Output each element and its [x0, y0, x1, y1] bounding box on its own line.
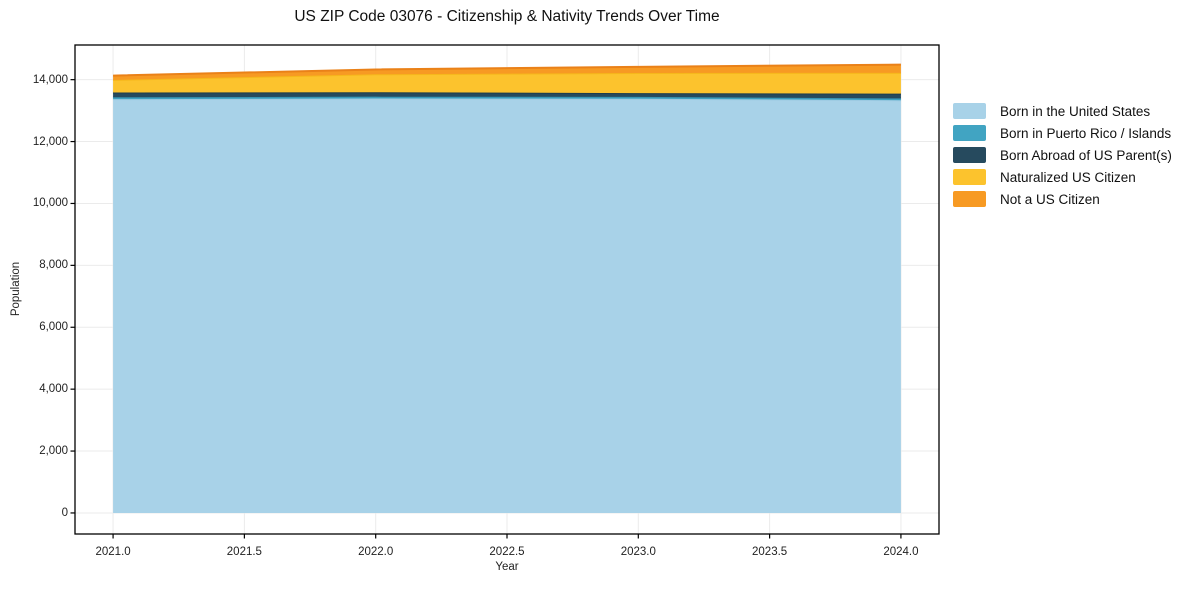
y-tick-label-14,000: 14,000: [32, 73, 68, 86]
area-not-a-us-citizen: [113, 64, 901, 80]
x-tick-label-2021.0: 2021.0: [95, 546, 131, 558]
x-tick-label-2024.0: 2024.0: [883, 546, 919, 558]
y-tick-label-10,000: 10,000: [32, 197, 68, 210]
legend-label: Not a US Citizen: [1000, 191, 1100, 207]
area-naturalized-us-citizen: [113, 72, 901, 94]
legend: Born in the United States Born in Puerto …: [953, 103, 1172, 207]
legend-label: Born Abroad of US Parent(s): [1000, 147, 1172, 163]
legend-swatch-born-abroad-of-us-parent-s: [953, 147, 986, 163]
y-tick-label-12,000: 12,000: [32, 135, 68, 148]
x-tick-label-2023.0: 2023.0: [620, 546, 656, 558]
area-line-not-a-us-citizen: [113, 63, 901, 77]
legend-item-born-in-the-united-states: Born in the United States: [953, 103, 1172, 119]
legend-label: Naturalized US Citizen: [1000, 169, 1136, 185]
x-axis-label: Year: [495, 561, 519, 573]
y-tick-label-0: 0: [61, 506, 68, 519]
area-born-in-the-united-states: [113, 98, 901, 513]
y-tick-label-4,000: 4,000: [39, 383, 68, 396]
legend-label: Born in Puerto Rico / Islands: [1000, 125, 1172, 141]
y-tick-label-2,000: 2,000: [39, 445, 68, 458]
x-tick-label-2023.5: 2023.5: [752, 546, 788, 558]
y-tick-label-6,000: 6,000: [39, 321, 68, 334]
legend-swatch-born-in-puerto-rico-islands: [953, 125, 986, 141]
legend-label: Born in the United States: [1000, 103, 1151, 119]
legend-item-naturalized-us-citizen: Naturalized US Citizen: [953, 169, 1172, 185]
x-tick-label-2021.5: 2021.5: [226, 546, 262, 558]
legend-item-not-a-us-citizen: Not a US Citizen: [953, 191, 1172, 207]
legend-item-born-abroad-of-us-parent-s: Born Abroad of US Parent(s): [953, 147, 1172, 163]
legend-item-born-in-puerto-rico-islands: Born in Puerto Rico / Islands: [953, 125, 1172, 141]
x-tick-label-2022.0: 2022.0: [358, 546, 394, 558]
chart-title: US ZIP Code 03076 - Citizenship & Nativi…: [294, 8, 720, 25]
y-axis-label: Population: [10, 261, 22, 317]
legend-swatch-not-a-us-citizen: [953, 191, 986, 207]
legend-swatch-naturalized-us-citizen: [953, 169, 986, 185]
legend-swatch-born-in-the-united-states: [953, 103, 986, 119]
x-tick-label-2022.5: 2022.5: [489, 546, 525, 558]
y-tick-label-8,000: 8,000: [39, 259, 68, 272]
